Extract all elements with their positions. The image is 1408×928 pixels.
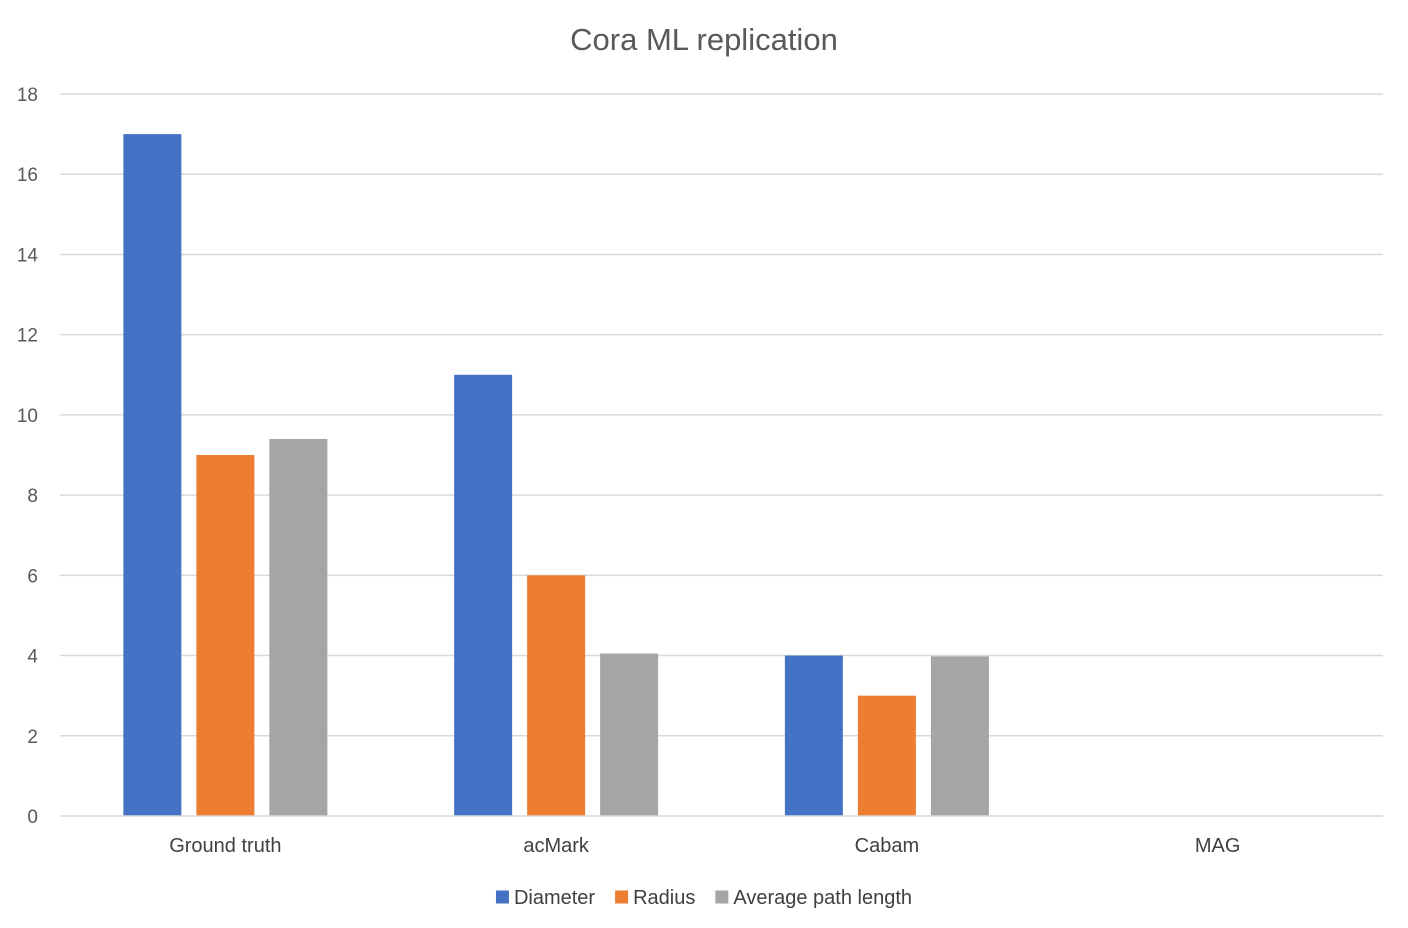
y-tick-label: 0 xyxy=(27,807,38,828)
x-category-label: Cabam xyxy=(855,835,919,857)
bar-radius-ground-truth xyxy=(196,455,255,816)
legend-item: Radius xyxy=(615,887,695,909)
y-axis-ticks: 0 2 4 6 8 10 12 14 16 18 xyxy=(17,85,39,828)
bars xyxy=(123,134,989,817)
legend-swatch xyxy=(615,890,629,904)
bar-diameter-acmark xyxy=(454,374,513,816)
bar-average-path-length-cabam xyxy=(930,656,989,816)
legend-label: Diameter xyxy=(514,887,595,909)
gridlines xyxy=(60,93,1383,737)
x-category-label: acMark xyxy=(523,835,590,857)
legend-swatch xyxy=(495,890,509,904)
bar-radius-acmark xyxy=(527,575,586,816)
y-tick-label: 14 xyxy=(17,245,39,266)
legend-swatch xyxy=(715,890,729,904)
legend-item: Average path length xyxy=(715,887,912,909)
y-tick-label: 8 xyxy=(27,486,38,507)
legend: Diameter Radius Average path length xyxy=(495,887,912,909)
y-tick-label: 4 xyxy=(27,647,38,668)
y-tick-label: 2 xyxy=(27,727,38,748)
y-tick-label: 16 xyxy=(17,165,38,186)
legend-label: Average path length xyxy=(733,887,912,909)
legend-label: Radius xyxy=(633,887,695,909)
x-category-label: MAG xyxy=(1195,835,1241,857)
y-tick-label: 18 xyxy=(17,85,38,106)
legend-item: Diameter xyxy=(495,887,595,909)
bar-diameter-cabam xyxy=(784,655,843,816)
bar-radius-cabam xyxy=(857,695,916,816)
chart-title: Cora ML replication xyxy=(570,22,838,57)
y-tick-label: 6 xyxy=(27,566,38,587)
bar-diameter-ground-truth xyxy=(123,134,182,817)
bar-average-path-length-acmark xyxy=(600,653,659,816)
x-axis-categories: Ground truth acMark Cabam MAG xyxy=(169,835,1240,857)
y-tick-label: 12 xyxy=(17,326,38,347)
y-tick-label: 10 xyxy=(17,406,38,427)
x-category-label: Ground truth xyxy=(169,835,281,857)
bar-average-path-length-ground-truth xyxy=(269,438,328,816)
